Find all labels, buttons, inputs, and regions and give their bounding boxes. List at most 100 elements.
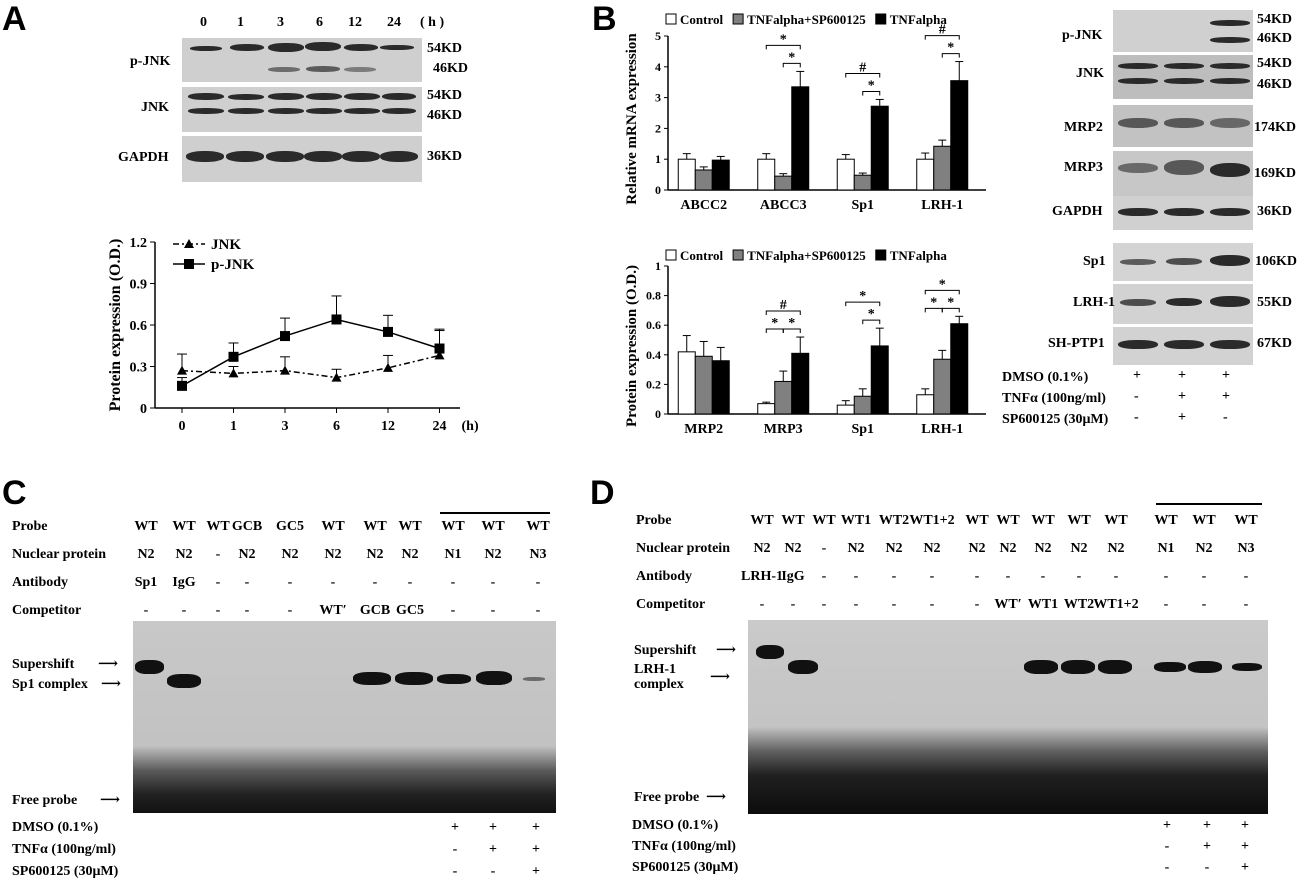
panel-b-letter: B xyxy=(592,0,617,38)
y-tick-label: 0.3 xyxy=(130,361,148,376)
y-tick-label: 0 xyxy=(655,183,661,197)
blot-size: 54KD xyxy=(427,88,462,103)
blot-band xyxy=(1210,340,1250,349)
bar xyxy=(757,158,776,191)
blot-size: 54KD xyxy=(1257,12,1292,27)
panel-c-letter: C xyxy=(2,474,27,512)
treatment-mark: - xyxy=(1164,839,1170,854)
y-tick-label: 2 xyxy=(655,121,661,135)
lane-cell: N2 xyxy=(885,541,903,556)
treatment-mark: + xyxy=(1163,818,1171,833)
significance-mark: * xyxy=(859,289,866,304)
data-point xyxy=(280,365,290,375)
bar xyxy=(774,175,793,191)
treatment-mark: + xyxy=(532,864,540,879)
data-point xyxy=(331,372,342,382)
timepoint-label: 24 xyxy=(387,15,401,30)
blot-size: 36KD xyxy=(1257,204,1292,219)
legend-label: TNFalpha+SP600125 xyxy=(747,248,866,263)
blot-band xyxy=(186,151,224,162)
treatment-mark: + xyxy=(1241,860,1249,875)
panel-a-letter: A xyxy=(2,0,27,38)
lane-cell: N2 xyxy=(281,547,299,562)
line-chart-a: 0 0.3 0.6 0.9 1.2 0 1 3 6 12 24 (h) Protein expressi… xyxy=(107,236,479,434)
lane-cell: GCB xyxy=(231,519,263,534)
bar xyxy=(916,394,935,415)
arrow-icon: ⟶ xyxy=(710,670,731,685)
emsa-gel-d xyxy=(748,620,1268,814)
bar xyxy=(950,80,969,191)
data-point xyxy=(228,351,239,362)
lane-cell: - xyxy=(1163,569,1169,584)
timepoint-label: 12 xyxy=(348,15,362,30)
lane-cell: N3 xyxy=(529,547,547,562)
significance-bracket xyxy=(845,301,881,307)
legend-label: TNFalpha xyxy=(890,12,948,27)
lane-cell: N2 xyxy=(366,547,384,562)
gel-band-complex xyxy=(1188,661,1222,673)
y-tick-label: 5 xyxy=(655,29,661,43)
lane-cell: WT xyxy=(965,513,989,528)
significance-bracket xyxy=(845,72,881,78)
blot-size: 174KD xyxy=(1254,120,1296,135)
marker-label: Supershift xyxy=(634,643,697,658)
blot-name: LRH-1 xyxy=(1073,295,1115,310)
blot-band xyxy=(268,43,304,52)
gel-band-complex xyxy=(437,674,471,684)
blot-band xyxy=(268,67,300,72)
timepoint-label: 3 xyxy=(277,15,284,30)
category-label: MRP2 xyxy=(684,422,723,437)
lane-cell: WT xyxy=(321,519,345,534)
lane-cell: WT xyxy=(398,519,422,534)
treatment-mark: + xyxy=(1178,389,1186,404)
bar xyxy=(836,404,855,415)
legend-label: p-JNK xyxy=(211,257,255,273)
time-unit-label: ( h ) xyxy=(420,15,445,30)
lane-cell: - xyxy=(330,575,336,590)
blot-band xyxy=(268,108,304,114)
lane-cell: - xyxy=(535,603,541,618)
significance-mark: * xyxy=(788,50,795,65)
blot-band xyxy=(304,151,342,162)
blot-name: SH-PTP1 xyxy=(1048,336,1105,351)
blot-band xyxy=(228,108,264,114)
y-tick-label: 0.9 xyxy=(130,278,148,293)
marker-label: complex xyxy=(634,677,684,692)
lane-cell: - xyxy=(287,603,293,618)
blot-band xyxy=(266,151,304,162)
category-label: Sp1 xyxy=(851,198,874,213)
lane-cell: WT xyxy=(134,519,158,534)
lane-cell: N2 xyxy=(484,547,502,562)
lane-cell: - xyxy=(853,597,859,612)
bar xyxy=(836,158,855,191)
lane-cell: N3 xyxy=(1237,541,1255,556)
treatment-mark: - xyxy=(490,864,496,879)
blot-band xyxy=(1164,118,1204,128)
bar xyxy=(933,358,952,415)
x-tick-label: 3 xyxy=(282,419,289,434)
data-point xyxy=(383,326,393,337)
blot-size: 67KD xyxy=(1257,336,1292,351)
marker-label: LRH-1 xyxy=(634,662,676,677)
blot-band xyxy=(344,67,376,72)
blot-band xyxy=(306,93,342,100)
blot-band xyxy=(344,108,380,114)
significance-bracket xyxy=(941,53,960,58)
lane-cell: - xyxy=(244,575,250,590)
blot-band xyxy=(342,151,380,162)
lane-cell: - xyxy=(535,575,541,590)
bar xyxy=(694,169,713,191)
blot-band xyxy=(1164,340,1204,349)
blot-size: 169KD xyxy=(1254,166,1296,181)
y-tick-label: 0.8 xyxy=(646,289,661,303)
y-tick-label: 0 xyxy=(655,407,661,421)
legend-label: TNFalpha+SP600125 xyxy=(747,12,866,27)
y-tick-label: 3 xyxy=(655,91,661,105)
bar xyxy=(916,158,935,191)
row-label: Competitor xyxy=(12,603,82,618)
lane-cell: N2 xyxy=(923,541,941,556)
treatment-mark: + xyxy=(1178,368,1186,383)
lane-cell: N2 xyxy=(238,547,256,562)
blot-size: 46KD xyxy=(1257,31,1292,46)
blot-name: JNK xyxy=(141,100,169,115)
